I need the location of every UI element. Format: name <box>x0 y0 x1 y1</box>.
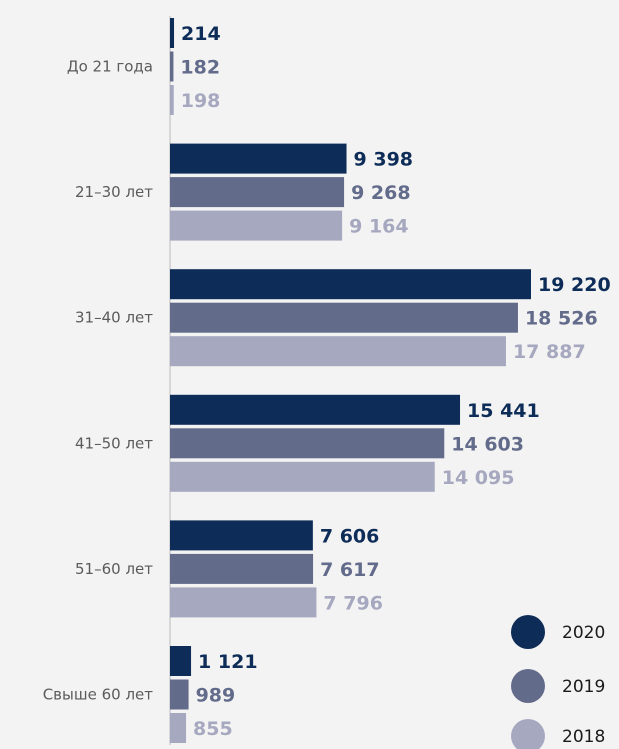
value-label-2020: 1 121 <box>198 651 258 673</box>
category-label: До 21 года <box>67 58 153 76</box>
category-label: 51–60 лет <box>75 560 153 578</box>
value-label-2019: 9 268 <box>351 182 411 204</box>
value-label-2020: 9 398 <box>354 149 414 171</box>
bar-2019 <box>170 679 189 710</box>
bar-2019 <box>170 302 518 333</box>
value-label-2020: 214 <box>181 23 221 45</box>
bar-2018 <box>170 336 506 367</box>
category-label: Свыше 60 лет <box>43 686 154 704</box>
value-label-2020: 7 606 <box>320 525 380 547</box>
value-label-2018: 9 164 <box>349 216 409 238</box>
legend-label-2020: 2020 <box>562 623 605 643</box>
value-label-2018: 198 <box>181 90 221 112</box>
bar-2020 <box>170 394 461 425</box>
bar-2020 <box>170 18 175 48</box>
bar-2020 <box>170 646 192 676</box>
bar-2018 <box>170 210 343 241</box>
value-label-2019: 18 526 <box>525 308 598 330</box>
value-label-2018: 17 887 <box>513 341 586 363</box>
value-label-2018: 14 095 <box>442 467 515 489</box>
legend-swatch-2018 <box>511 719 545 749</box>
bar-2019 <box>170 428 445 459</box>
bar-2018 <box>170 713 187 743</box>
bar-2020 <box>170 520 313 551</box>
bar-2018 <box>170 85 174 115</box>
bar-2020 <box>170 143 347 174</box>
bar-2019 <box>170 553 314 584</box>
value-label-2019: 989 <box>196 685 236 707</box>
category-label: 21–30 лет <box>75 183 153 201</box>
value-label-2019: 14 603 <box>451 433 524 455</box>
value-label-2018: 855 <box>193 718 233 740</box>
bar-2020 <box>170 269 531 300</box>
value-label-2018: 7 796 <box>323 592 383 614</box>
legend-label-2019: 2019 <box>562 677 605 697</box>
bar-2018 <box>170 587 317 618</box>
category-label: 41–50 лет <box>75 434 153 452</box>
legend-label-2018: 2018 <box>562 727 605 747</box>
legend-swatch-2020 <box>511 615 545 649</box>
category-label: 31–40 лет <box>75 309 153 327</box>
value-label-2020: 19 220 <box>538 274 611 296</box>
bar-2019 <box>170 177 345 208</box>
value-label-2019: 7 617 <box>320 559 380 581</box>
bar-2018 <box>170 461 435 492</box>
bar-2019 <box>170 51 174 82</box>
value-label-2019: 182 <box>180 57 220 79</box>
value-label-2020: 15 441 <box>467 400 540 422</box>
legend-swatch-2019 <box>511 669 545 703</box>
